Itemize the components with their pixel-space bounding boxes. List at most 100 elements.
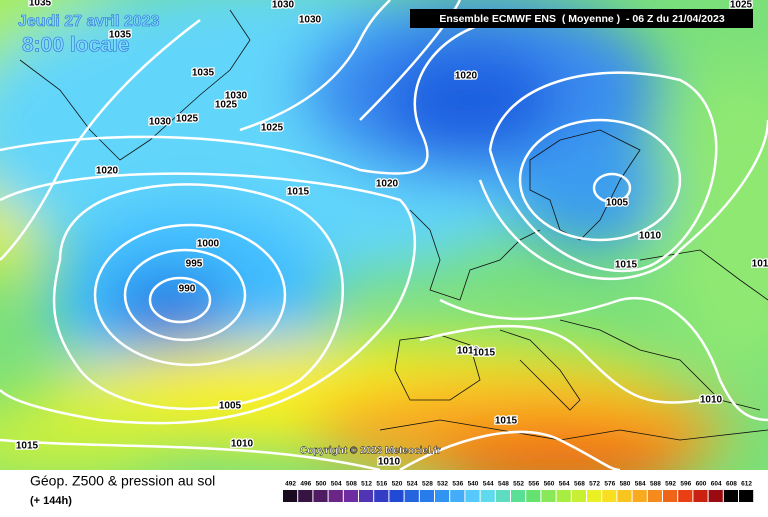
scale-label: 604 <box>711 481 722 488</box>
scale-label: 544 <box>483 481 494 488</box>
isobar-label: 1015 <box>287 187 310 198</box>
scale-swatch <box>283 490 298 502</box>
banner-bg <box>410 9 753 28</box>
scale-swatch <box>632 490 647 502</box>
scale-label: 536 <box>452 481 463 488</box>
scale-label: 560 <box>544 481 555 488</box>
footer-title: Géop. Z500 & pression au sol <box>30 473 215 489</box>
scale-label: 512 <box>361 481 372 488</box>
banner: Ensemble ECMWF ENS ( Moyenne ) - 06 Z du… <box>439 13 724 25</box>
map-field <box>0 0 768 470</box>
scale-label: 588 <box>650 481 661 488</box>
isobar-label: 1025 <box>730 0 753 11</box>
scale-swatch <box>465 490 480 502</box>
scale-swatch <box>678 490 693 502</box>
scale-label: 524 <box>407 481 418 488</box>
scale-label: 508 <box>346 481 357 488</box>
isobar-label: 1030 <box>272 0 295 11</box>
isobar-label: 1015 <box>495 416 518 427</box>
isobar-label: 1005 <box>606 198 629 209</box>
scale-swatch <box>450 490 465 502</box>
isobar-label: 1010 <box>700 395 723 406</box>
isobar-label: 1035 <box>109 30 132 41</box>
scale-label: 584 <box>635 481 646 488</box>
isobars <box>0 0 768 470</box>
scale-swatch <box>359 490 374 502</box>
scale-label: 576 <box>604 481 615 488</box>
scale-label: 548 <box>498 481 509 488</box>
scale-label: 552 <box>513 481 524 488</box>
scale-swatch <box>647 490 662 502</box>
scale-swatch <box>526 490 541 502</box>
scale-label: 572 <box>589 481 600 488</box>
scale-swatch <box>480 490 495 502</box>
scale-swatch <box>343 490 358 502</box>
scale-label: 612 <box>741 481 752 488</box>
scale-label: 556 <box>528 481 539 488</box>
scale-swatch <box>556 490 571 502</box>
isobar-label: 1005 <box>219 401 242 412</box>
date: Jeudi 27 avril 2023 <box>18 13 160 30</box>
isobar-label: 1030 <box>299 15 322 26</box>
scale-label: 496 <box>300 481 311 488</box>
scale-swatch <box>693 490 708 502</box>
isobar-label: 1030 <box>149 117 172 128</box>
isobar-label: 101 <box>752 259 768 270</box>
scale-label: 532 <box>437 481 448 488</box>
isobar-label: 1010 <box>639 231 662 242</box>
isobar-label: 1035 <box>29 0 52 9</box>
scale-swatch <box>374 490 389 502</box>
copyright: Copyright © 2023 Meteociel.fr <box>300 446 441 457</box>
scale-swatch <box>739 490 754 502</box>
color-scale: 492 496 500 504 508 512 516 520 524 528 532 536 540 5… <box>283 481 754 502</box>
isobar-label: 1025 <box>261 123 284 134</box>
scale-label: 596 <box>680 481 691 488</box>
isobar-label: 1010 <box>231 439 254 450</box>
isobar-label: 1015 <box>16 441 39 452</box>
scale-swatch <box>313 490 328 502</box>
scale-swatch <box>298 490 313 502</box>
scale-swatch <box>587 490 602 502</box>
footer-subtitle: (+ 144h) <box>30 495 72 507</box>
isobar-label: 1025 <box>176 114 199 125</box>
isobar-label: 1020 <box>96 166 119 177</box>
scale-swatch <box>435 490 450 502</box>
scale-label: 528 <box>422 481 433 488</box>
scale-label: 568 <box>574 481 585 488</box>
scale-label: 516 <box>376 481 387 488</box>
isobar-label: 1015 <box>473 348 496 359</box>
scale-swatch <box>723 490 738 502</box>
scale-swatch <box>708 490 723 502</box>
scale-label: 608 <box>726 481 737 488</box>
scale-label: 504 <box>331 481 342 488</box>
isobar-label: 1015 <box>615 260 638 271</box>
isobar-label: 1000 <box>197 239 220 250</box>
scale-swatch <box>389 490 404 502</box>
scale-label: 564 <box>559 481 570 488</box>
scale-swatch <box>602 490 617 502</box>
scale-label: 492 <box>285 481 296 488</box>
isobar-label: 1035 <box>192 68 215 79</box>
scale-label: 600 <box>696 481 707 488</box>
scale-swatch <box>617 490 632 502</box>
scale-swatch <box>541 490 556 502</box>
scale-label: 592 <box>665 481 676 488</box>
scale-label: 500 <box>316 481 327 488</box>
scale-swatch <box>511 490 526 502</box>
scale-label: 540 <box>468 481 479 488</box>
isobar-label: 1010 <box>378 457 401 468</box>
scale-swatch <box>571 490 586 502</box>
scale-label: 520 <box>392 481 403 488</box>
scale-label: 580 <box>620 481 631 488</box>
isobar-label: 1025 <box>215 100 238 111</box>
local-time: 8:00 locale <box>22 34 129 57</box>
scale-swatch <box>328 490 343 502</box>
scale-swatch <box>663 490 678 502</box>
isobar-label: 990 <box>179 284 196 295</box>
scale-swatch <box>419 490 434 502</box>
isobar-label: 1020 <box>376 179 399 190</box>
isobar-label: 1020 <box>455 71 478 82</box>
scale-swatch <box>495 490 510 502</box>
